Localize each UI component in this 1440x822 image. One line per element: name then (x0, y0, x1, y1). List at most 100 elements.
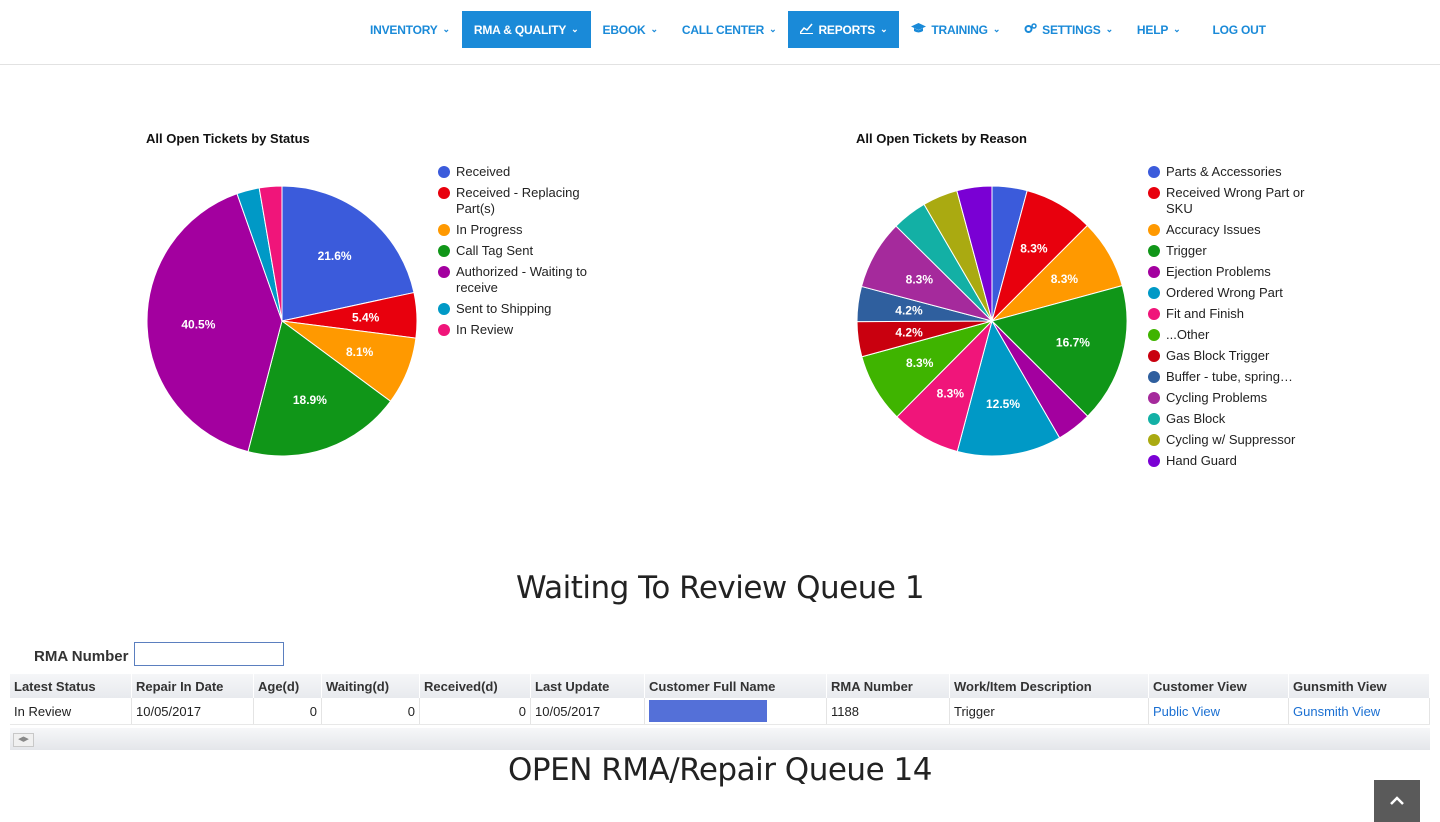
pie-slice-received[interactable] (281, 185, 415, 322)
legend-item-gas-block[interactable]: Gas Block (1148, 411, 1311, 427)
legend-item-fit-and-finish[interactable]: Fit and Finish (1148, 306, 1311, 322)
col-gunsmith-view[interactable]: Gunsmith View (1288, 674, 1430, 698)
cell-last-update: 10/05/2017 (530, 698, 645, 725)
legend-swatch (438, 303, 450, 315)
gunsmith-view-link[interactable]: Gunsmith View (1293, 703, 1381, 719)
cell-customer-view: Public View (1148, 698, 1289, 725)
col-work-item-description[interactable]: Work/Item Description (949, 674, 1149, 698)
pie-data-label: 21.6% (318, 249, 352, 263)
pie-slice-in-review[interactable] (258, 185, 283, 322)
legend-item-received[interactable]: Received (438, 164, 591, 180)
legend-swatch (438, 166, 450, 178)
nav-ebook[interactable]: EBOOK ⌄ (591, 11, 670, 48)
col-customer-view[interactable]: Customer View (1148, 674, 1289, 698)
legend-swatch (438, 324, 450, 336)
nav-training[interactable]: TRAINING ⌄ (899, 11, 1012, 48)
legend-swatch (1148, 392, 1160, 404)
status-pie-chart: 21.6% 5.4% 8.1% 18.9% 40.5% (146, 185, 418, 457)
col-waiting[interactable]: Waiting(d) (321, 674, 420, 698)
chevron-down-icon: ⌄ (442, 24, 451, 34)
legend-item-other[interactable]: ...Other (1148, 327, 1311, 343)
col-age[interactable]: Age(d) (253, 674, 322, 698)
table-row[interactable]: In Review 10/05/2017 0 0 0 10/05/2017 11… (10, 698, 1430, 725)
col-repair-in-date[interactable]: Repair In Date (131, 674, 254, 698)
pie-slice-hand-guard[interactable] (956, 185, 993, 322)
legend-item-sent-to-shipping[interactable]: Sent to Shipping (438, 301, 591, 317)
cell-waiting: 0 (321, 698, 420, 725)
legend-item-ordered-wrong-part[interactable]: Ordered Wrong Part (1148, 285, 1311, 301)
pie-data-label: 16.7% (1056, 335, 1090, 349)
nav-log-out[interactable]: LOG OUT (1200, 11, 1277, 48)
scroll-to-top-button[interactable] (1374, 780, 1420, 822)
cogs-icon (1024, 22, 1037, 37)
pie-slice-call-tag-sent[interactable] (247, 320, 392, 457)
legend-item-cycling-problems[interactable]: Cycling Problems (1148, 390, 1311, 406)
legend-label: Hand Guard (1166, 453, 1237, 468)
cell-age: 0 (253, 698, 322, 725)
legend-item-in-progress[interactable]: In Progress (438, 222, 591, 238)
legend-swatch (1148, 329, 1160, 341)
chevron-down-icon: ⌄ (1105, 24, 1114, 34)
legend-item-in-review[interactable]: In Review (438, 322, 591, 338)
legend-item-hand-guard[interactable]: Hand Guard (1148, 453, 1311, 469)
col-latest-status[interactable]: Latest Status (10, 674, 132, 698)
nav-inventory-label: INVENTORY (370, 22, 438, 37)
legend-item-authorized-waiting-to-receive[interactable]: Authorized - Waiting to receive (438, 264, 591, 296)
pie-slice-ordered-wrong-part[interactable] (956, 319, 1061, 457)
top-navigation-bar: INVENTORY ⌄ RMA & QUALITY ⌄ EBOOK ⌄ CALL CE… (0, 0, 1440, 65)
queue1-title: Waiting To Review Queue 1 (515, 570, 925, 606)
nav-inventory[interactable]: INVENTORY ⌄ (358, 11, 462, 48)
pager-arrows-icon[interactable]: ◀▶ (13, 733, 34, 747)
graduation-cap-icon (911, 22, 927, 37)
legend-item-received-wrong-part-or-sku[interactable]: Received Wrong Part or SKU (1148, 185, 1311, 217)
nav-reports[interactable]: REPORTS ⌄ (788, 11, 900, 48)
pie-slice-trigger[interactable] (991, 285, 1128, 417)
pie-data-label: 8.3% (906, 272, 934, 286)
cell-repair-in-date: 10/05/2017 (131, 698, 254, 725)
legend-swatch (1148, 350, 1160, 362)
table-header-row: Latest Status Repair In Date Age(d) Wait… (10, 674, 1430, 698)
legend-swatch (1148, 371, 1160, 383)
col-received[interactable]: Received(d) (419, 674, 531, 698)
pie-data-label: 4.2% (895, 325, 923, 339)
legend-item-received-replacing-part-s[interactable]: Received - Replacing Part(s) (438, 185, 591, 217)
pie-data-label: 8.3% (937, 387, 965, 401)
legend-item-trigger[interactable]: Trigger (1148, 243, 1311, 259)
col-rma-number[interactable]: RMA Number (826, 674, 950, 698)
pie-data-label: 8.3% (906, 356, 934, 370)
table-pager-bar: ◀▶ (10, 728, 1430, 750)
legend-item-gas-block-trigger[interactable]: Gas Block Trigger (1148, 348, 1311, 364)
legend-swatch (1148, 434, 1160, 446)
pie-slice-authorized-waiting-to-receive[interactable] (146, 193, 283, 453)
legend-label: Received - Replacing Part(s) (456, 185, 580, 216)
legend-swatch (1148, 224, 1160, 236)
chevron-down-icon: ⌄ (650, 24, 659, 34)
chevron-down-icon: ⌄ (1173, 24, 1181, 34)
legend-item-ejection-problems[interactable]: Ejection Problems (1148, 264, 1311, 280)
legend-item-parts-accessories[interactable]: Parts & Accessories (1148, 164, 1311, 180)
rma-number-filter-label: RMA Number (34, 648, 129, 665)
cell-status: In Review (10, 698, 132, 725)
public-view-link[interactable]: Public View (1153, 703, 1220, 719)
nav-settings[interactable]: SETTINGS ⌄ (1012, 11, 1125, 48)
legend-swatch (1148, 413, 1160, 425)
col-customer-full-name[interactable]: Customer Full Name (644, 674, 827, 698)
legend-swatch (1148, 287, 1160, 299)
legend-swatch (438, 266, 450, 278)
redacted-customer-name (649, 700, 767, 722)
nav-reports-label: REPORTS (818, 22, 876, 37)
nav-rma-quality[interactable]: RMA & QUALITY ⌄ (461, 11, 591, 48)
legend-item-accuracy-issues[interactable]: Accuracy Issues (1148, 222, 1311, 238)
nav-call-center[interactable]: CALL CENTER ⌄ (670, 11, 789, 48)
legend-item-cycling-w-suppressor[interactable]: Cycling w/ Suppressor (1148, 432, 1311, 448)
legend-item-buffer-tube-spring[interactable]: Buffer - tube, spring… (1148, 369, 1311, 385)
cell-description: Trigger (949, 698, 1149, 725)
legend-label: Ordered Wrong Part (1166, 285, 1283, 300)
legend-label: Ejection Problems (1166, 264, 1271, 279)
rma-number-filter-input[interactable] (134, 642, 284, 666)
legend-item-call-tag-sent[interactable]: Call Tag Sent (438, 243, 591, 259)
legend-swatch (1148, 245, 1160, 257)
col-last-update[interactable]: Last Update (530, 674, 645, 698)
legend-label: Parts & Accessories (1166, 164, 1282, 179)
nav-help[interactable]: HELP ⌄ (1125, 11, 1193, 48)
